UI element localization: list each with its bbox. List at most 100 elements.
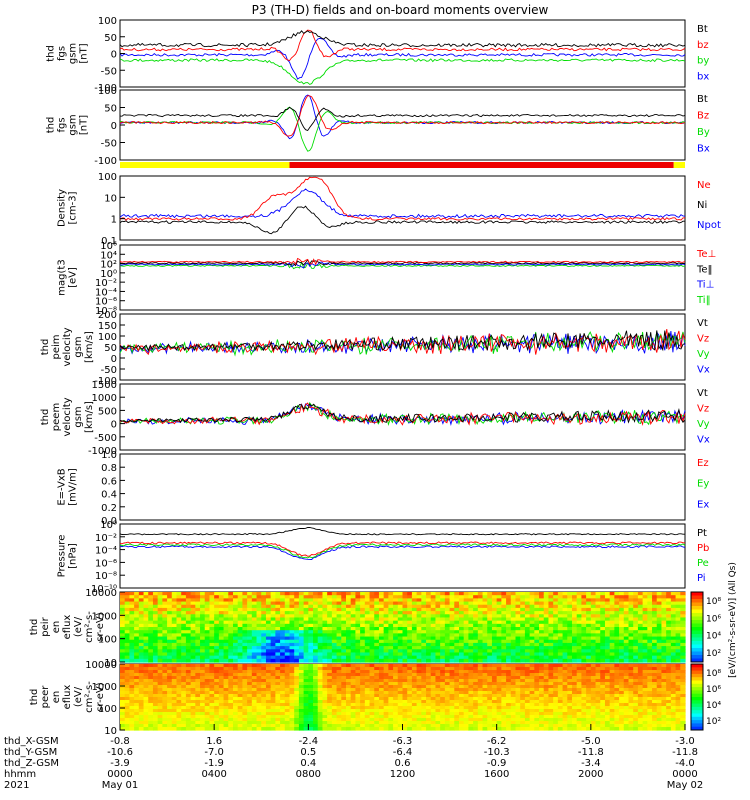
heatmap-cell [383, 679, 389, 683]
heatmap-cell [397, 617, 404, 622]
heatmap-cell [416, 727, 422, 731]
heatmap-cell [298, 688, 305, 692]
heatmap-cell [539, 617, 545, 622]
heatmap-cell [496, 697, 502, 701]
heatmap-cell [350, 682, 357, 686]
heatmap-cell [355, 676, 361, 680]
panel-peer-spectrogram: 10⁸10⁶10⁴10²10000100010010thdpeereneflux… [29, 660, 721, 737]
heatmap-cell [251, 688, 258, 692]
heatmap-cell [134, 670, 140, 674]
heatmap-cell [303, 627, 309, 631]
heatmap-cell [426, 706, 432, 710]
heatmap-cell [336, 607, 342, 612]
heatmap-cell [388, 630, 394, 634]
heatmap-cell [628, 642, 634, 647]
heatmap-cell [675, 646, 681, 650]
y-tick-label: -100 [94, 156, 117, 167]
heatmap-cell [313, 642, 319, 647]
heatmap-cell [459, 691, 465, 695]
heatmap-cell [604, 620, 611, 625]
heatmap-cell [171, 652, 178, 657]
heatmap-cell [506, 670, 512, 674]
heatmap-cell [482, 627, 488, 631]
heatmap-cell [430, 623, 437, 628]
heatmap-cell [515, 614, 521, 619]
heatmap-cell [642, 655, 648, 660]
heatmap-cell [218, 592, 225, 596]
heatmap-cell [152, 623, 159, 628]
heatmap-cell [402, 664, 408, 668]
heatmap-cell [459, 694, 465, 698]
heatmap-cell [237, 715, 244, 719]
heatmap-cell [181, 697, 187, 701]
heatmap-cell [317, 655, 324, 660]
heatmap-cell [265, 595, 272, 599]
heatmap-cell [233, 636, 239, 641]
heatmap-cell [242, 676, 248, 680]
heatmap-cell [364, 607, 371, 612]
heatmap-cell [143, 642, 149, 647]
heatmap-cell [369, 655, 375, 660]
heatmap-cell [628, 652, 634, 657]
heatmap-cell [251, 679, 258, 683]
heatmap-cell [586, 614, 592, 619]
heatmap-cell [411, 679, 418, 683]
heatmap-cell [242, 655, 248, 660]
heatmap-cell [572, 691, 578, 695]
heatmap-cell [242, 682, 248, 686]
heatmap-cell [200, 667, 206, 671]
heatmap-cell [171, 620, 178, 625]
heatmap-cell [214, 646, 220, 650]
heatmap-cell [374, 703, 380, 707]
heatmap-cell [138, 614, 145, 619]
heatmap-cell [595, 604, 601, 609]
heatmap-cell [270, 658, 276, 663]
heatmap-cell [524, 724, 531, 728]
heatmap-cell [360, 607, 366, 612]
heatmap-cell [223, 727, 229, 731]
heatmap-cell [553, 646, 559, 650]
heatmap-cell [157, 694, 163, 698]
heatmap-cell [444, 658, 451, 663]
heatmap-cell [666, 604, 672, 609]
heatmap-cell [581, 598, 587, 603]
legend-entry: Ni [697, 200, 707, 211]
heatmap-cell [388, 604, 394, 609]
heatmap-cell [435, 598, 441, 603]
heatmap-cell [595, 655, 601, 660]
heatmap-cell [680, 642, 686, 647]
heatmap-cell [317, 688, 324, 692]
heatmap-cell [407, 667, 413, 671]
heatmap-cell [628, 630, 634, 634]
heatmap-cell [487, 646, 493, 650]
heatmap-cell [378, 664, 385, 668]
heatmap-cell [496, 685, 502, 689]
heatmap-cell [331, 592, 338, 596]
heatmap-cell [341, 598, 347, 603]
panel-frame [119, 383, 686, 451]
heatmap-cell [416, 685, 422, 689]
heatmap-cell [623, 658, 630, 663]
heatmap-cell [675, 649, 681, 654]
heatmap-cell [463, 649, 470, 654]
heatmap-cell [647, 623, 653, 628]
heatmap-cell [346, 700, 352, 704]
heatmap-cell [364, 709, 371, 713]
heatmap-cell [176, 718, 182, 722]
heatmap-cell [261, 691, 267, 695]
heatmap-cell [124, 715, 131, 719]
heatmap-cell [317, 682, 324, 686]
heatmap-cell [346, 703, 352, 707]
heatmap-cell [680, 595, 686, 599]
heatmap-cell [167, 718, 173, 722]
heatmap-cell [261, 718, 267, 722]
heatmap-cell [200, 636, 206, 641]
heatmap-cell [553, 636, 559, 641]
heatmap-cell [298, 649, 305, 654]
heatmap-cell [369, 667, 375, 671]
heatmap-cell [529, 715, 535, 719]
heatmap-cell [185, 679, 192, 683]
heatmap-cell [284, 604, 291, 609]
heatmap-cell [355, 652, 361, 657]
heatmap-cell [270, 607, 276, 612]
